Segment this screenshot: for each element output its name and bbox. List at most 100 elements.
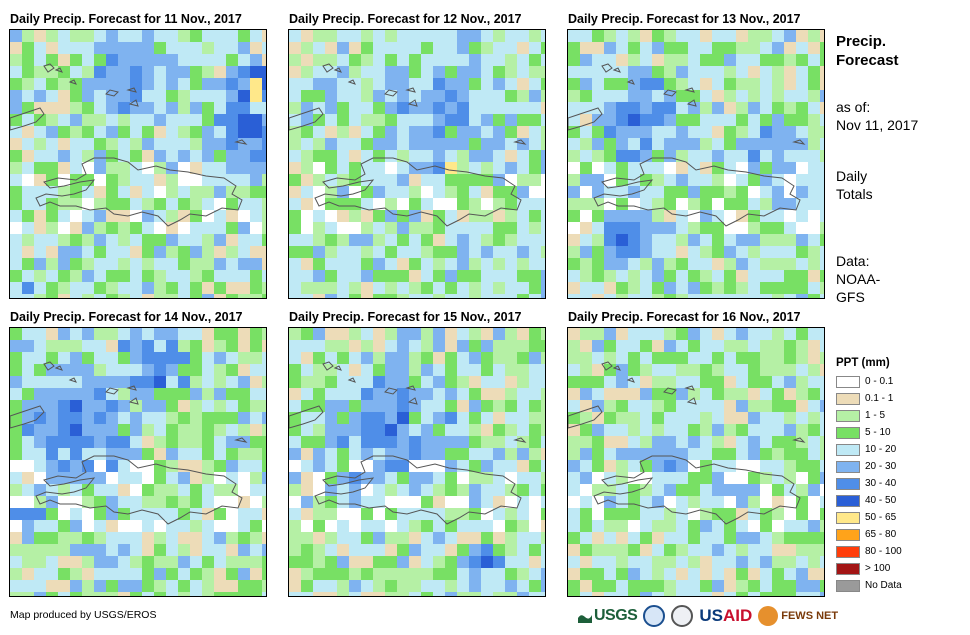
grid-cell xyxy=(748,352,760,364)
grid-cell xyxy=(337,400,349,412)
grid-cell xyxy=(664,54,676,66)
grid-cell xyxy=(421,258,433,270)
legend-label: 30 - 40 xyxy=(865,478,897,489)
grid-cell xyxy=(784,270,796,282)
grid-cell xyxy=(70,448,82,460)
grid-cell xyxy=(22,78,34,90)
grid-cell xyxy=(445,580,457,592)
grid-cell xyxy=(457,258,469,270)
grid-cell xyxy=(385,30,397,42)
grid-cell xyxy=(724,496,736,508)
grid-cell xyxy=(481,412,493,424)
grid-cell xyxy=(808,400,820,412)
grid-cell xyxy=(664,352,676,364)
grid-cell xyxy=(166,532,178,544)
grid-cell xyxy=(190,592,202,596)
grid-cell xyxy=(493,210,505,222)
grid-cell xyxy=(517,352,529,364)
grid-cell xyxy=(82,150,94,162)
grid-cell xyxy=(337,198,349,210)
grid-cell xyxy=(154,580,166,592)
grid-cell xyxy=(457,532,469,544)
grid-cell xyxy=(373,138,385,150)
grid-cell xyxy=(592,42,604,54)
grid-cell xyxy=(445,328,457,340)
grid-cell xyxy=(493,412,505,424)
grid-cell xyxy=(130,66,142,78)
grid-cell xyxy=(457,174,469,186)
grid-cell xyxy=(82,448,94,460)
grid-cell xyxy=(592,138,604,150)
grid-cell xyxy=(373,580,385,592)
grid-cell xyxy=(712,388,724,400)
grid-cell xyxy=(568,54,580,66)
grid-cell xyxy=(604,198,616,210)
grid-cell xyxy=(568,258,580,270)
grid-cell xyxy=(22,340,34,352)
grid-cell xyxy=(652,460,664,472)
grid-cell xyxy=(289,328,301,340)
grid-cell xyxy=(142,258,154,270)
grid-cell xyxy=(640,484,652,496)
grid-cell xyxy=(34,460,46,472)
grid-cell xyxy=(142,424,154,436)
grid-cell xyxy=(238,198,250,210)
grid-cell xyxy=(337,412,349,424)
island-outline xyxy=(126,385,137,391)
grid-cell xyxy=(541,556,545,568)
grid-cell xyxy=(10,508,22,520)
grid-cell xyxy=(517,376,529,388)
grid-cell xyxy=(118,222,130,234)
grid-cell xyxy=(652,162,664,174)
grid-cell xyxy=(772,556,784,568)
grid-cell xyxy=(10,400,22,412)
grid-cell xyxy=(541,258,545,270)
data-source: Data: NOAA- GFS xyxy=(836,252,880,306)
grid-cell xyxy=(640,138,652,150)
grid-cell xyxy=(724,282,736,294)
grid-cell xyxy=(724,436,736,448)
grid-cell xyxy=(700,174,712,186)
grid-cell xyxy=(142,556,154,568)
grid-cell xyxy=(457,436,469,448)
grid-cell xyxy=(784,592,796,596)
grid-cell xyxy=(325,126,337,138)
grid-cell xyxy=(10,294,22,298)
grid-cell xyxy=(493,496,505,508)
grid-cell xyxy=(433,102,445,114)
grid-cell xyxy=(214,150,226,162)
grid-cell xyxy=(22,198,34,210)
grid-cell xyxy=(118,424,130,436)
grid-cell xyxy=(796,388,808,400)
grid-cell xyxy=(250,472,262,484)
grid-cell xyxy=(58,592,70,596)
grid-cell xyxy=(82,126,94,138)
grid-cell xyxy=(736,328,748,340)
grid-cell xyxy=(142,592,154,596)
grid-cell xyxy=(433,568,445,580)
grid-cell xyxy=(700,388,712,400)
grid-cell xyxy=(604,258,616,270)
grid-cell xyxy=(226,352,238,364)
grid-cell xyxy=(616,544,628,556)
grid-cell xyxy=(796,352,808,364)
grid-cell xyxy=(409,520,421,532)
grid-cell xyxy=(748,66,760,78)
grid-cell xyxy=(541,364,545,376)
grid-cell xyxy=(190,520,202,532)
grid-cell xyxy=(505,162,517,174)
grid-cell xyxy=(772,376,784,388)
grid-cell xyxy=(34,388,46,400)
grid-cell xyxy=(736,66,748,78)
grid-cell xyxy=(94,352,106,364)
grid-cell xyxy=(421,424,433,436)
grid-cell xyxy=(748,484,760,496)
grid-cell xyxy=(190,78,202,90)
grid-cell xyxy=(724,472,736,484)
grid-cell xyxy=(700,66,712,78)
grid-cell xyxy=(58,520,70,532)
precip-map xyxy=(567,327,825,597)
grid-cell xyxy=(541,520,545,532)
grid-cell xyxy=(409,448,421,460)
grid-cell xyxy=(325,496,337,508)
